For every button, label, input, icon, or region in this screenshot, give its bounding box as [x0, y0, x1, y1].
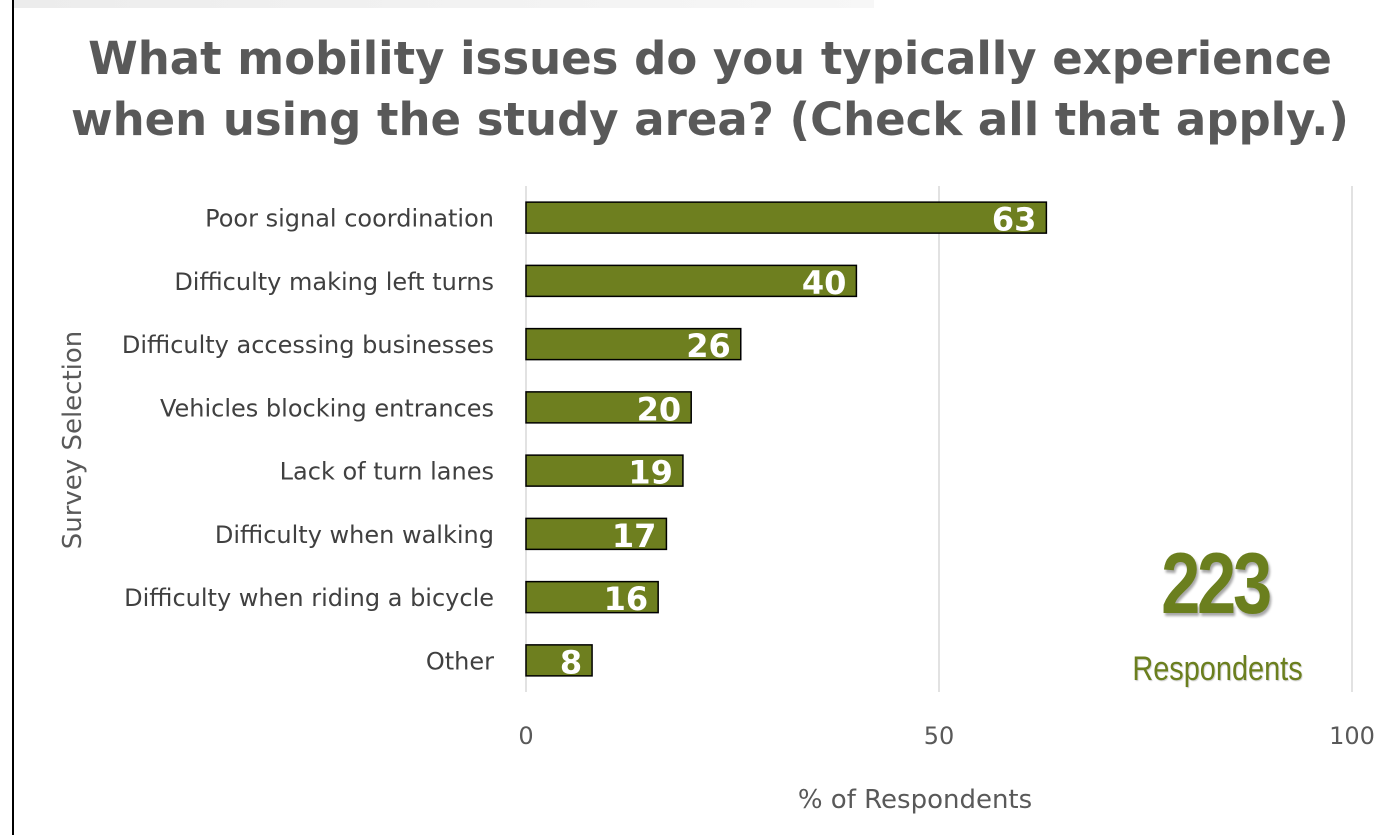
data-label: 40: [802, 264, 847, 302]
frame-top-shade: [14, 0, 874, 8]
data-label: 8: [560, 643, 582, 681]
data-label: 63: [992, 201, 1037, 239]
bar: [525, 264, 858, 298]
category-label: Difficulty when walking: [215, 521, 494, 549]
y-axis-title: Survey Selection: [58, 331, 88, 550]
x-tick-label: 0: [518, 722, 533, 750]
category-label: Difficulty accessing businesses: [122, 331, 494, 359]
category-labels: Poor signal coordination Difficulty makin…: [122, 205, 494, 676]
data-label: 20: [637, 390, 682, 428]
data-label: 17: [612, 517, 657, 555]
bar: [525, 327, 742, 361]
x-tick-label: 100: [1329, 722, 1375, 750]
x-axis-title: % of Respondents: [798, 785, 1032, 815]
bar: [525, 580, 659, 614]
bar: [525, 517, 668, 551]
chart-title: What mobility issues do you typically ex…: [71, 32, 1349, 146]
category-label: Poor signal coordination: [205, 205, 494, 233]
frame-left-border: [12, 0, 14, 835]
bar: [525, 644, 593, 677]
category-label: Difficulty when riding a bicycle: [124, 584, 494, 612]
category-label: Difficulty making left turns: [174, 268, 494, 296]
data-label: 26: [686, 327, 731, 365]
bar: [525, 454, 684, 487]
x-tick-labels: 0 50 100: [518, 722, 1375, 750]
category-label: Lack of turn lanes: [280, 458, 494, 486]
bar: [525, 201, 1048, 234]
respondent-count: 223: [1161, 536, 1272, 632]
data-label: 16: [604, 580, 649, 618]
x-tick-label: 50: [924, 722, 955, 750]
data-label: 19: [628, 454, 673, 492]
category-label: Vehicles blocking entrances: [160, 394, 494, 422]
category-label: Other: [426, 647, 494, 675]
respondent-count-label: Respondents: [1132, 650, 1303, 688]
bar: [525, 391, 692, 424]
